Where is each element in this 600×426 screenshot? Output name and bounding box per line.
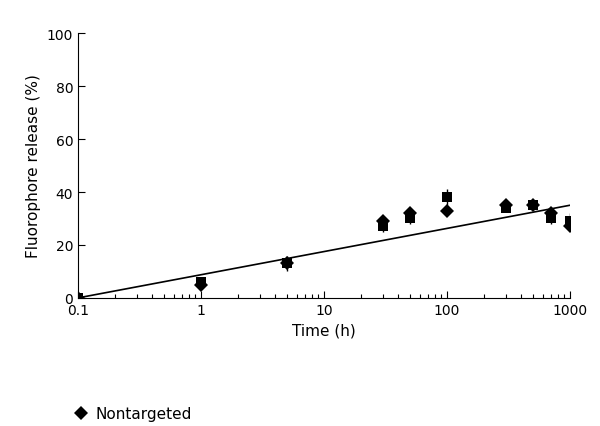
Nontargeted [74,296,82,301]
Nontargeted [502,203,509,208]
Nontargeted [406,211,413,216]
Nontargeted [197,282,205,288]
Nontargeted [283,261,290,266]
Nontargeted [379,219,386,224]
Nontargeted [443,208,451,213]
Y-axis label: Fluorophore release (%): Fluorophore release (%) [26,75,41,258]
X-axis label: Time (h): Time (h) [292,322,356,337]
Nontargeted [547,211,554,216]
Line: Nontargeted: Nontargeted [73,201,575,303]
Nontargeted [566,225,574,230]
Legend: Nontargeted, Targeted: Nontargeted, Targeted [76,406,192,426]
Nontargeted [529,203,536,208]
